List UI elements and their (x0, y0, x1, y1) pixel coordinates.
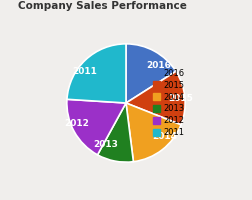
Wedge shape (98, 103, 133, 162)
Legend: 2016, 2015, 2014, 2013, 2012, 2011: 2016, 2015, 2014, 2013, 2012, 2011 (151, 67, 186, 139)
Text: 2014: 2014 (152, 132, 177, 141)
Wedge shape (126, 71, 185, 125)
Text: 2015: 2015 (168, 94, 193, 103)
Text: 2011: 2011 (72, 67, 97, 76)
Text: 2013: 2013 (93, 140, 118, 149)
Text: Company Sales Performance: Company Sales Performance (18, 1, 187, 11)
Wedge shape (67, 99, 126, 155)
Wedge shape (126, 103, 181, 162)
Wedge shape (126, 44, 176, 103)
Text: 2012: 2012 (64, 119, 89, 128)
Text: 2016: 2016 (146, 61, 171, 70)
Wedge shape (67, 44, 126, 103)
